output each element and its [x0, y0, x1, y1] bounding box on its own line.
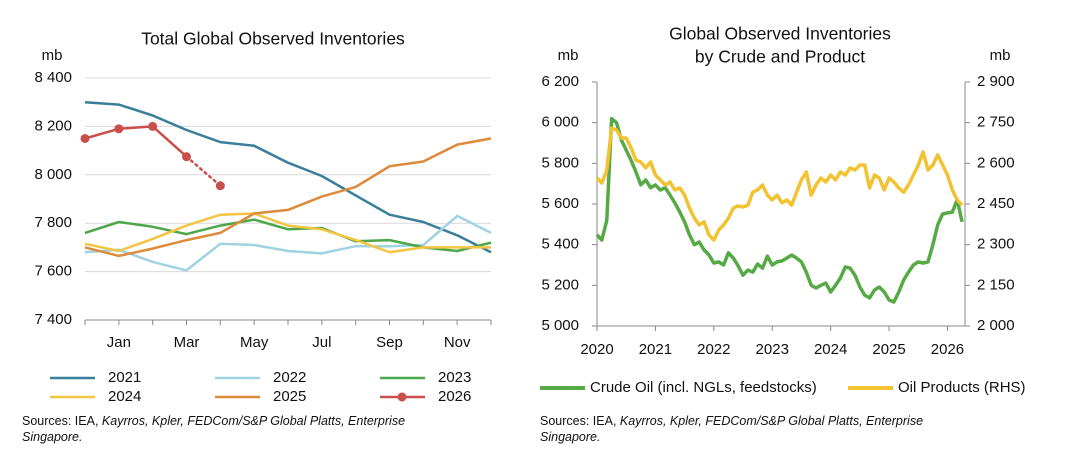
x-tick-label: 2022	[697, 341, 730, 358]
y-tick-label: 6 000	[541, 114, 579, 131]
y2-tick-label: 2 150	[977, 276, 1015, 293]
point	[80, 134, 90, 143]
source-text: Kayrros, Kpler, FEDCom/S&P Global Platts…	[22, 414, 406, 444]
source-text: Sources: IEA,	[22, 414, 102, 428]
y2-tick-label: 2 750	[977, 114, 1015, 131]
legend-label: 2021	[108, 369, 141, 386]
point	[182, 152, 191, 162]
series-line	[595, 116, 964, 304]
y-tick-label: 5 600	[541, 195, 579, 212]
legend-label: 2026	[438, 388, 471, 405]
y2-tick-label: 2 600	[977, 154, 1015, 171]
legend-marker	[397, 392, 407, 402]
x-tick-label: 2023	[756, 341, 789, 358]
x-tick-label: Jan	[107, 334, 131, 351]
y-tick-label: 5 400	[541, 236, 579, 253]
series-line	[84, 100, 492, 254]
y-tick-label: 5 000	[541, 317, 579, 334]
y-axis-label: mb	[42, 47, 63, 64]
chart-title: by Crude and Product	[695, 47, 865, 67]
legend-label: 2023	[438, 369, 471, 386]
y-tick-label: 6 200	[541, 73, 579, 90]
x-tick-label: May	[240, 334, 269, 351]
x-tick-label: Jul	[312, 334, 331, 351]
series-line	[185, 155, 222, 187]
source-note: Sources: IEA, Kayrros, Kpler, FEDCom/S&P…	[540, 413, 980, 445]
point	[114, 124, 124, 134]
y2-tick-label: 2 450	[977, 195, 1015, 212]
legend-label: Crude Oil (incl. NGLs, feedstocks)	[590, 379, 817, 396]
chart-title: Total Global Observed Inventories	[141, 29, 405, 49]
x-tick-label: 2021	[639, 341, 672, 358]
source-text: Sources: IEA,	[540, 414, 620, 428]
y-tick-label: 8 400	[34, 69, 72, 86]
x-tick-label: 2024	[814, 341, 847, 358]
x-tick-label: 2026	[931, 341, 964, 358]
y-axis-label: mb	[558, 47, 579, 64]
legend-label: Oil Products (RHS)	[898, 379, 1026, 396]
y2-tick-label: 2 900	[977, 73, 1015, 90]
y-tick-label: 5 200	[541, 276, 579, 293]
x-tick-label: Sep	[376, 334, 403, 351]
point	[215, 181, 225, 191]
series-line	[84, 125, 188, 158]
legend-label: 2022	[273, 369, 306, 386]
source-text: Kayrros, Kpler, FEDCom/S&P Global Platts…	[540, 414, 924, 444]
y2-tick-label: 2 300	[977, 236, 1015, 253]
x-tick-label: 2025	[872, 341, 905, 358]
point	[148, 121, 158, 131]
y-tick-label: 5 800	[541, 154, 579, 171]
y-tick-label: 8 000	[34, 166, 72, 183]
x-tick-label: 2020	[580, 341, 613, 358]
legend-label: 2025	[273, 388, 306, 405]
x-tick-label: Nov	[444, 334, 471, 351]
chart-title: Global Observed Inventories	[669, 24, 891, 44]
series-line	[84, 137, 492, 258]
legend-label: 2024	[108, 388, 141, 405]
y2-axis-label: mb	[990, 47, 1011, 64]
y-tick-label: 7 800	[34, 214, 72, 231]
x-tick-label: Mar	[174, 334, 200, 351]
y-tick-label: 8 200	[34, 117, 72, 134]
series-line	[84, 212, 491, 254]
series-line	[84, 214, 492, 272]
series-line	[595, 126, 964, 242]
y2-tick-label: 2 000	[977, 317, 1015, 334]
y-tick-label: 7 400	[34, 311, 72, 328]
y-tick-label: 7 600	[34, 263, 72, 280]
source-note: Sources: IEA, Kayrros, Kpler, FEDCom/S&P…	[22, 413, 462, 445]
